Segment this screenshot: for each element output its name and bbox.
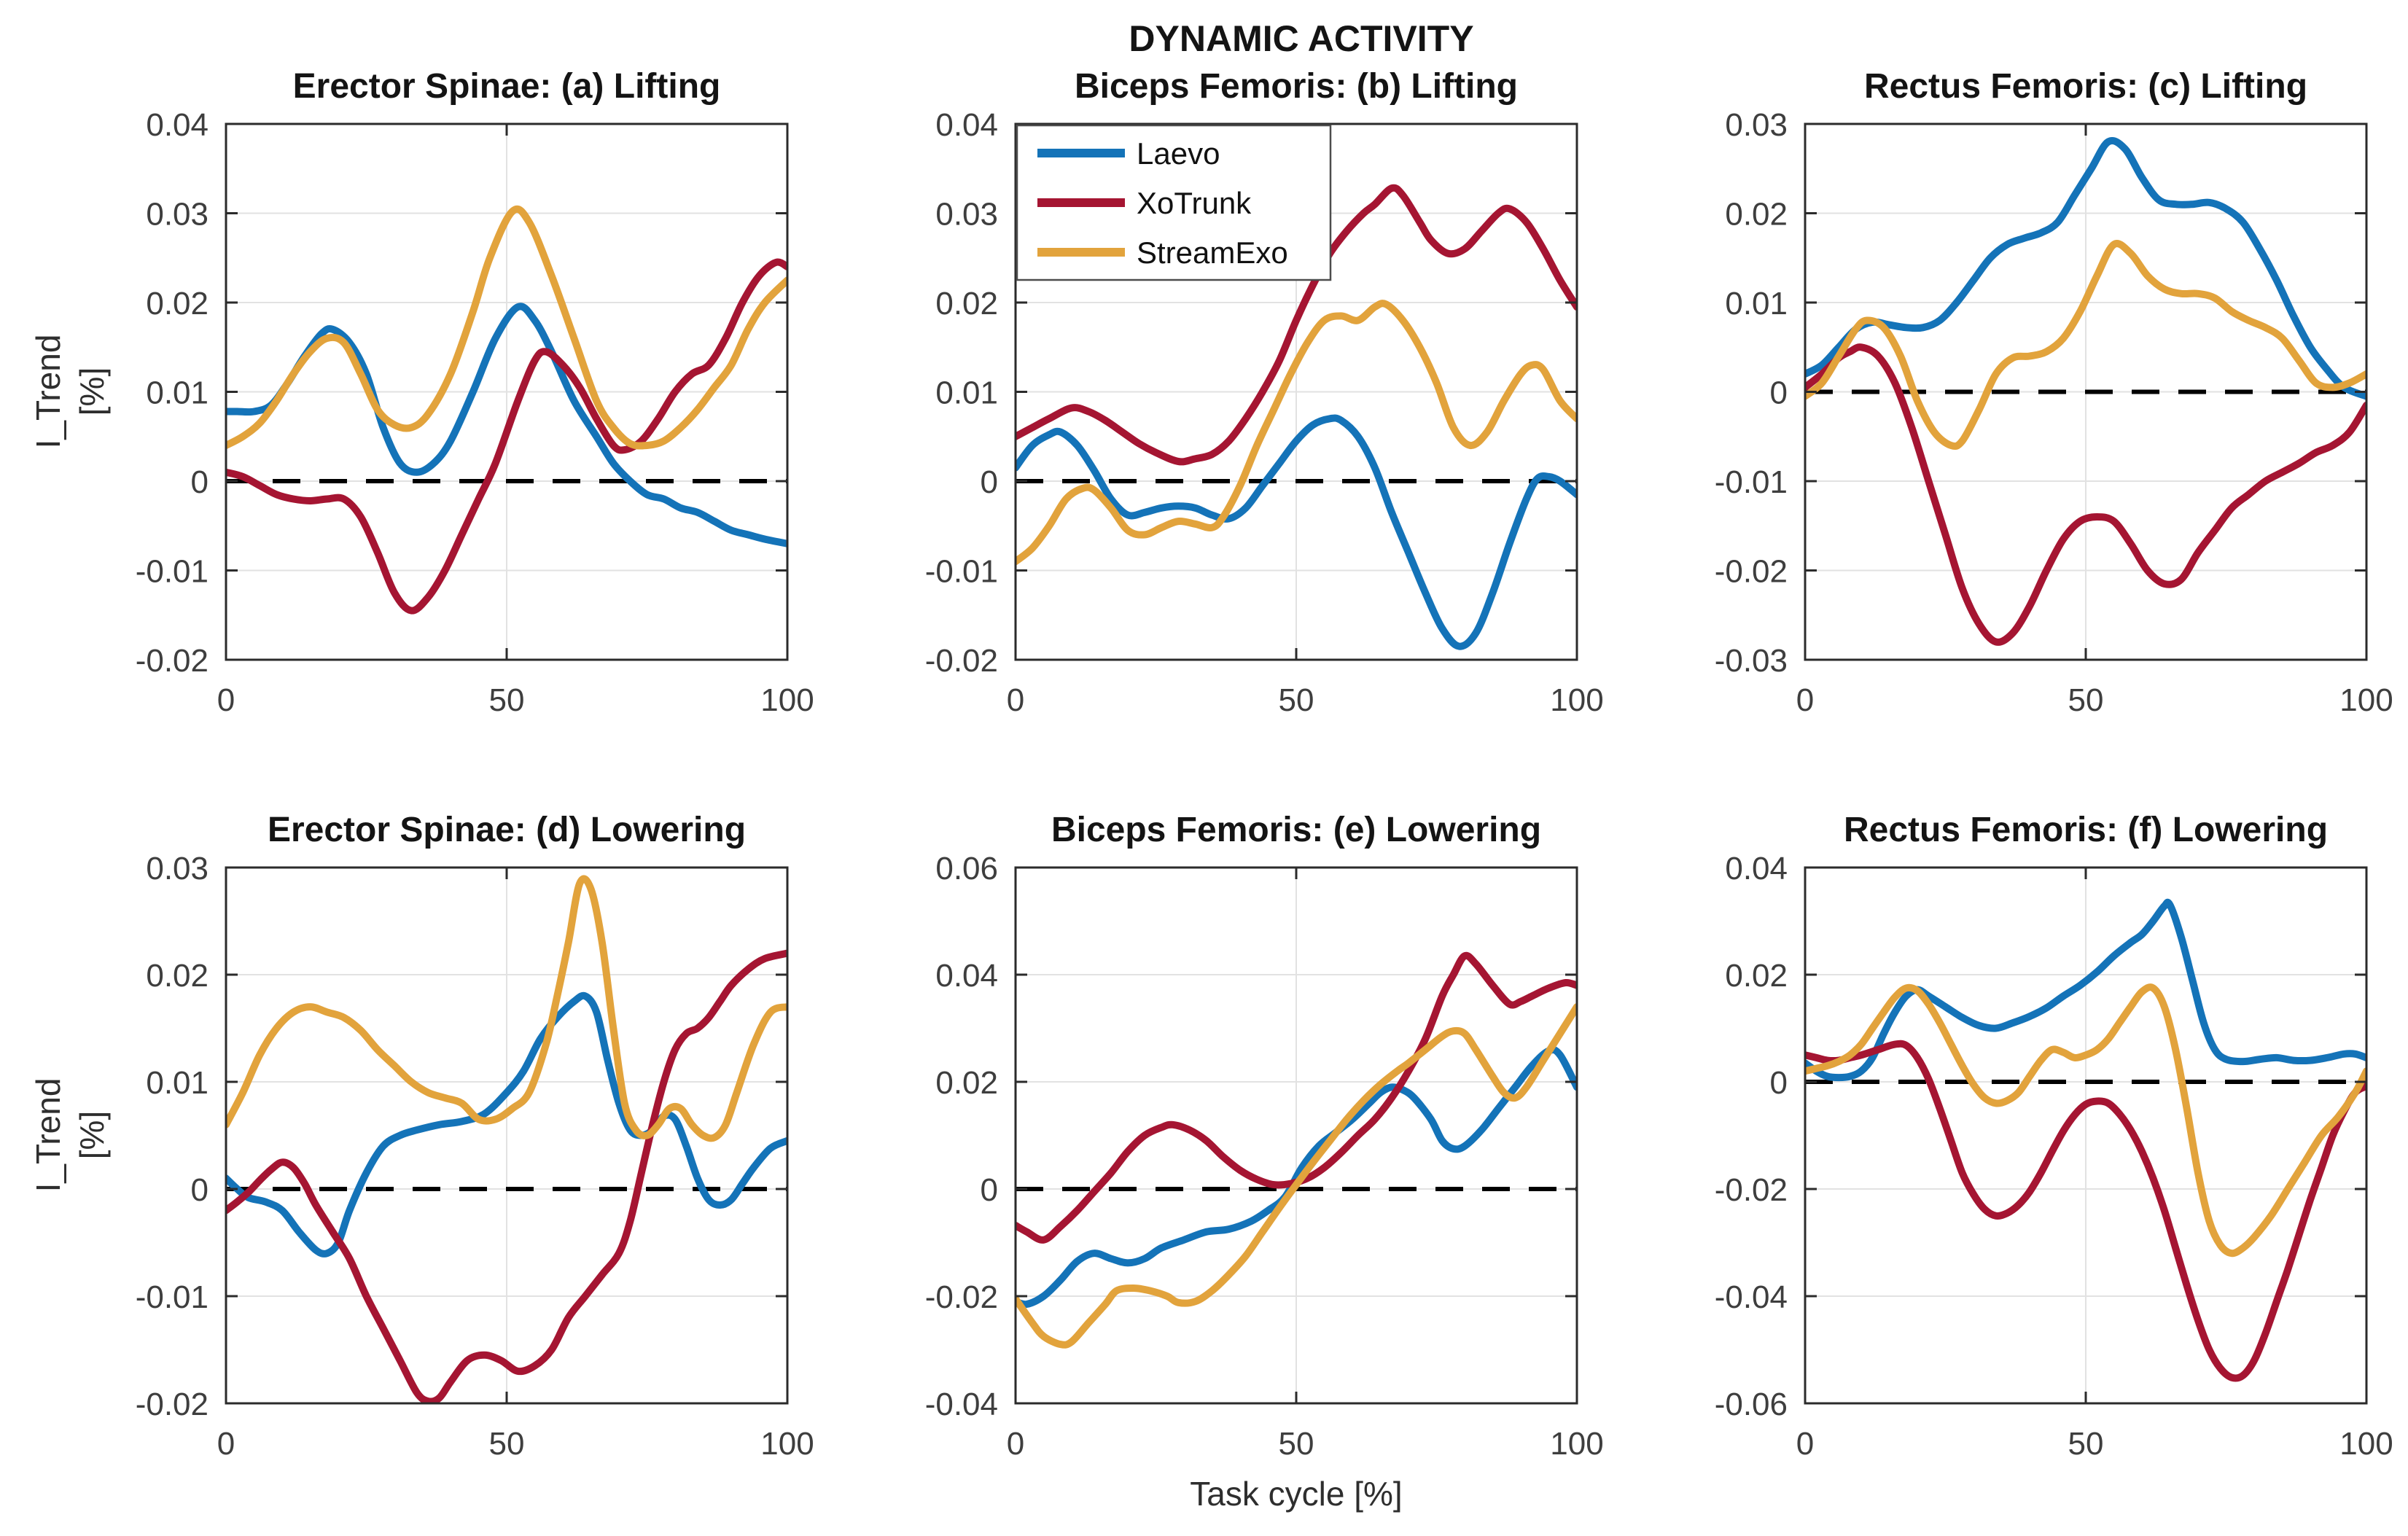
x-tick-label: 100	[2339, 682, 2393, 718]
x-tick-label: 50	[489, 682, 525, 718]
series-line-streamexo	[226, 205, 787, 450]
y-tick-label: 0.04	[146, 107, 209, 143]
plot-area-d	[226, 875, 787, 1403]
series-line-streamexo	[1805, 240, 2366, 451]
x-tick-label: 0	[1796, 682, 1814, 718]
y-tick-label: 0	[1770, 375, 1788, 411]
x-tick-label: 100	[760, 1426, 814, 1462]
x-tick-label: 100	[1550, 682, 1603, 718]
y-tick-label: 0.02	[935, 286, 998, 321]
series-line-streamexo	[226, 875, 787, 1142]
x-tick-label: 0	[217, 1426, 235, 1462]
series-line-xotrunk	[1016, 951, 1577, 1244]
y-tick-label: 0	[191, 1172, 209, 1208]
y-tick-label: -0.02	[925, 1279, 998, 1315]
x-tick-label: 100	[2339, 1426, 2393, 1462]
y-tick-label: 0	[1770, 1065, 1788, 1101]
subplot-title-e: Biceps Femoris: (e) Lowering	[1051, 811, 1541, 849]
y-tick-label: -0.04	[925, 1387, 998, 1422]
y-tick-label: -0.04	[1715, 1279, 1788, 1315]
subplot-title-a: Erector Spinae: (a) Lifting	[293, 67, 721, 106]
subplot-title-c: Rectus Femoris: (c) Lifting	[1864, 67, 2307, 106]
subplot-title-b: Biceps Femoris: (b) Lifting	[1075, 67, 1518, 106]
y-tick-label: 0.04	[935, 107, 998, 143]
y-tick-label: 0.01	[935, 375, 998, 411]
series-line-streamexo	[1016, 300, 1577, 566]
y-tick-label: 0.01	[1725, 286, 1788, 321]
y-tick-label: 0.03	[935, 197, 998, 233]
legend-label-streamexo: StreamExo	[1137, 235, 1288, 270]
x-tick-label: 0	[1796, 1426, 1814, 1462]
subplot-b: 0.040.030.020.010-0.01-0.020 50 100Biceps …	[925, 67, 1604, 718]
x-tick-label: 50	[489, 1426, 525, 1462]
y-tick-label: 0	[981, 464, 998, 500]
plot-area-e	[1016, 951, 1577, 1349]
y-tick-label: 0.03	[1725, 107, 1788, 143]
y-tick-label: 0.02	[935, 1065, 998, 1101]
series-line-streamexo	[1805, 983, 2366, 1258]
y-tick-label: 0	[191, 464, 209, 500]
y-tick-label: 0.02	[1725, 197, 1788, 233]
subplot-c: 0.030.020.010-0.01-0.02-0.030 50 100Rectus…	[1715, 67, 2393, 718]
subplot-a: 0.040.030.020.010-0.01-0.020 50 100Erector…	[136, 67, 814, 718]
series-line-xotrunk	[226, 258, 787, 615]
y-tick-label: -0.02	[136, 643, 209, 679]
subplot-title-f: Rectus Femoris: (f) Lowering	[1844, 811, 2328, 849]
x-tick-label: 50	[1279, 682, 1314, 718]
y-tick-label: -0.06	[1715, 1387, 1788, 1422]
y-tick-label: -0.01	[1715, 464, 1788, 500]
x-tick-label: 0	[217, 682, 235, 718]
y-tick-label: 0.01	[146, 1065, 209, 1101]
series-line-xotrunk	[226, 949, 787, 1403]
subplot-title-d: Erector Spinae: (d) Lowering	[268, 811, 746, 849]
y-tick-label: 0.04	[935, 958, 998, 994]
series-line-xotrunk	[1805, 1040, 2366, 1382]
plot-area-b	[1016, 184, 1577, 650]
y-tick-label: 0.03	[146, 851, 209, 886]
series-line-xotrunk	[1016, 184, 1577, 466]
plot-area-a	[226, 205, 787, 615]
subplot-e: 0.06 0.04 0.02 0 -0.02 -0.04 0 50 100 Biceps Femo…	[925, 811, 1604, 1462]
y-tick-label: 0.02	[146, 286, 209, 321]
y-tick-label: -0.01	[925, 554, 998, 590]
y-tick-label: 0.04	[1725, 851, 1788, 886]
series-line-laevo	[1016, 414, 1577, 650]
legend-label-laevo: Laevo	[1137, 136, 1220, 171]
y-tick-label: 0.03	[146, 197, 209, 233]
series-line-streamexo	[1016, 1003, 1577, 1349]
y-tick-label: 0.01	[146, 375, 209, 411]
y-tick-label: 0.06	[935, 851, 998, 886]
y-tick-label: -0.02	[136, 1387, 209, 1422]
x-tick-label: 50	[1279, 1426, 1314, 1462]
series-line-xotrunk	[1805, 343, 2366, 646]
x-tick-label: 0	[1007, 682, 1024, 718]
y-tick-label: 0.02	[146, 958, 209, 994]
y-tick-label: 0.02	[1725, 958, 1788, 994]
series-line-laevo	[1805, 898, 2366, 1082]
y-tick-label: 0	[981, 1172, 998, 1208]
y-tick-label: -0.02	[925, 643, 998, 679]
x-axis-label: Task cycle [%]	[1190, 1475, 1403, 1513]
series-line-laevo	[1805, 137, 2366, 400]
y-tick-label: -0.01	[136, 554, 209, 590]
x-tick-label: 100	[760, 682, 814, 718]
y-tick-label: -0.02	[1715, 554, 1788, 590]
y-tick-label: -0.03	[1715, 643, 1788, 679]
y-tick-label: -0.02	[1715, 1172, 1788, 1208]
plot-area-c	[1805, 137, 2366, 646]
plot-area-f	[1805, 898, 2366, 1382]
x-tick-label: 50	[2068, 682, 2104, 718]
y-tick-label: -0.01	[136, 1279, 209, 1315]
x-tick-label: 50	[2068, 1426, 2104, 1462]
figure-suptitle: DYNAMIC ACTIVITY	[1129, 18, 1474, 59]
x-tick-label: 100	[1550, 1426, 1603, 1462]
legend-label-xotrunk: XoTrunk	[1137, 186, 1252, 220]
x-tick-label: 0	[1007, 1426, 1024, 1462]
